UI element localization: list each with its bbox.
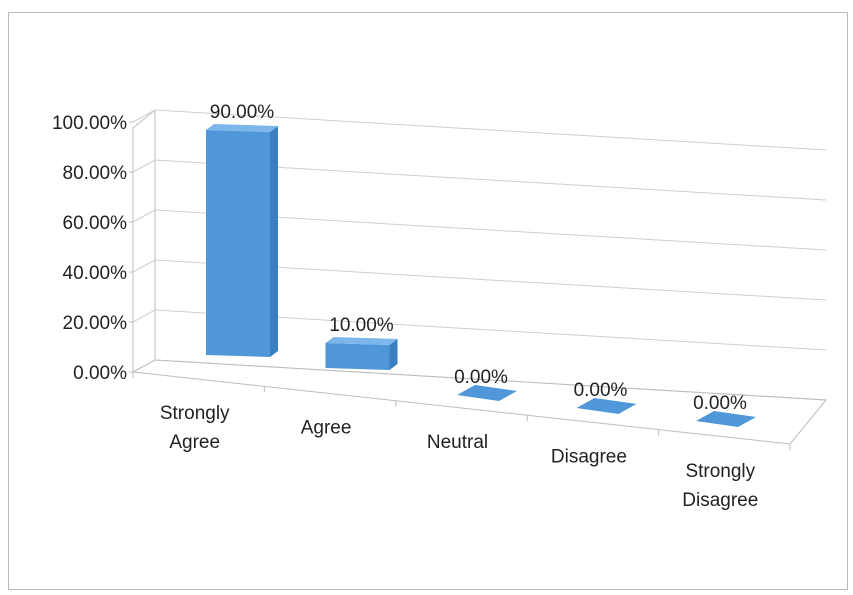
data-label: 0.00% [454, 367, 508, 388]
bar [325, 337, 398, 370]
side-gridline [132, 159, 156, 173]
bar-side-face [270, 126, 278, 357]
chart-walls [132, 109, 156, 372]
bar [457, 385, 517, 401]
y-tick-label: 100.00% [52, 113, 127, 134]
x-category-label: Disagree [551, 446, 627, 467]
y-tick-label: 40.00% [63, 263, 128, 284]
bar-flat-face [576, 398, 637, 414]
bar-flat-face [696, 411, 756, 427]
x-category-label: Strongly Disagree [682, 461, 758, 511]
y-tick-label: 20.00% [63, 313, 128, 334]
floor-outline [131, 359, 828, 445]
x-category-label: Agree [301, 418, 352, 439]
bar [696, 411, 756, 427]
bar-front-face [325, 343, 390, 370]
bar [206, 124, 278, 357]
bar-top-face [206, 124, 278, 132]
data-label: 0.00% [574, 380, 628, 401]
data-label: 10.00% [329, 315, 394, 336]
bars [206, 124, 756, 427]
data-label: 90.00% [210, 102, 275, 123]
bar [576, 398, 637, 414]
bar-top-face [325, 337, 398, 345]
x-category-label: Strongly Agree [160, 403, 230, 453]
chart-frame [8, 12, 848, 590]
y-tick-label: 80.00% [63, 163, 128, 184]
bar-flat-face [457, 385, 517, 401]
bar-front-face [206, 130, 270, 357]
side-wall-top-edge [132, 109, 156, 129]
y-tick-label: 60.00% [63, 213, 128, 234]
data-labels: 90.00% 10.00% 0.00% 0.00% 0.00% [210, 102, 747, 414]
y-axis-ticks: 0.00% 20.00% 40.00% 60.00% 80.00% 100.00% [52, 113, 133, 384]
chart-floor [131, 359, 828, 450]
data-label: 0.00% [693, 393, 747, 414]
x-category-label: Neutral [427, 432, 488, 453]
gridline [154, 109, 827, 151]
bar-side-face [389, 339, 398, 370]
side-gridline [132, 259, 156, 273]
side-gridline [132, 209, 156, 223]
side-gridline [132, 109, 156, 123]
side-gridline [132, 309, 156, 323]
y-tick-label: 0.00% [73, 363, 127, 384]
x-axis-categories: Strongly Agree Agree Neutral Disagree Strongl… [160, 403, 758, 511]
